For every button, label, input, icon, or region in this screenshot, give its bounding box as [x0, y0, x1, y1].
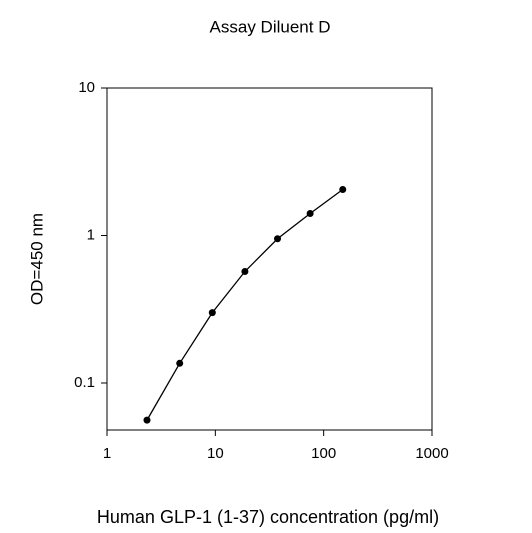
data-point: [176, 359, 184, 367]
x-tick-label: 100: [311, 445, 336, 462]
y-tick-label: 1: [87, 226, 95, 243]
data-point: [208, 309, 216, 317]
y-tick-label: 10: [78, 79, 95, 96]
y-axis-label: OD=450 nm: [27, 213, 46, 305]
x-tick-label: 1: [103, 445, 111, 462]
data-point: [143, 416, 151, 424]
chart-title: Assay Diluent D: [210, 17, 331, 36]
data-point: [339, 186, 347, 194]
plot-frame: [106, 87, 433, 431]
x-axis-label: Human GLP-1 (1-37) concentration (pg/ml): [97, 507, 439, 527]
x-tick-label: 10: [207, 445, 224, 462]
data-line: [146, 188, 344, 421]
data-point: [274, 235, 282, 243]
data-point: [241, 267, 249, 275]
data-point: [306, 209, 314, 217]
y-tick-label: 0.1: [74, 374, 95, 391]
x-tick-label: 1000: [415, 445, 448, 462]
